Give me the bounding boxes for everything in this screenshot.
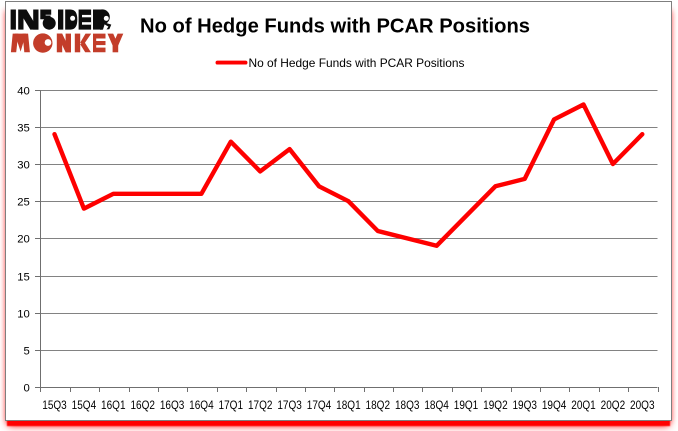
svg-text:5: 5	[24, 346, 30, 358]
svg-text:40: 40	[17, 86, 30, 98]
svg-text:18Q1: 18Q1	[336, 400, 361, 412]
svg-text:17Q1: 17Q1	[219, 400, 244, 412]
svg-text:19Q4: 19Q4	[542, 400, 567, 412]
svg-text:15: 15	[17, 272, 30, 284]
svg-text:19Q2: 19Q2	[483, 400, 508, 412]
svg-text:19Q1: 19Q1	[454, 400, 479, 412]
svg-text:16Q3: 16Q3	[160, 400, 185, 412]
svg-text:35: 35	[17, 123, 30, 135]
svg-text:17Q2: 17Q2	[248, 400, 273, 412]
svg-text:No of Hedge Funds with PCAR Po: No of Hedge Funds with PCAR Positions	[249, 57, 465, 70]
svg-text:20Q1: 20Q1	[571, 400, 596, 412]
svg-text:20Q3: 20Q3	[630, 400, 655, 412]
svg-text:20: 20	[17, 234, 30, 246]
svg-text:18Q2: 18Q2	[366, 400, 391, 412]
svg-text:20Q2: 20Q2	[601, 400, 626, 412]
svg-text:25: 25	[17, 197, 30, 209]
svg-text:17Q4: 17Q4	[307, 400, 332, 412]
svg-text:18Q3: 18Q3	[395, 400, 420, 412]
svg-text:17Q3: 17Q3	[277, 400, 302, 412]
svg-text:19Q3: 19Q3	[512, 400, 537, 412]
svg-text:18Q4: 18Q4	[424, 400, 449, 412]
svg-text:0: 0	[24, 383, 30, 395]
svg-text:16Q2: 16Q2	[130, 400, 155, 412]
svg-text:16Q1: 16Q1	[101, 400, 126, 412]
svg-text:16Q4: 16Q4	[189, 400, 214, 412]
svg-text:15Q4: 15Q4	[72, 400, 97, 412]
svg-text:10: 10	[17, 309, 30, 321]
svg-text:30: 30	[17, 160, 30, 172]
svg-text:15Q3: 15Q3	[42, 400, 67, 412]
svg-text:No of Hedge Funds with PCAR Po: No of Hedge Funds with PCAR Positions	[140, 16, 530, 38]
